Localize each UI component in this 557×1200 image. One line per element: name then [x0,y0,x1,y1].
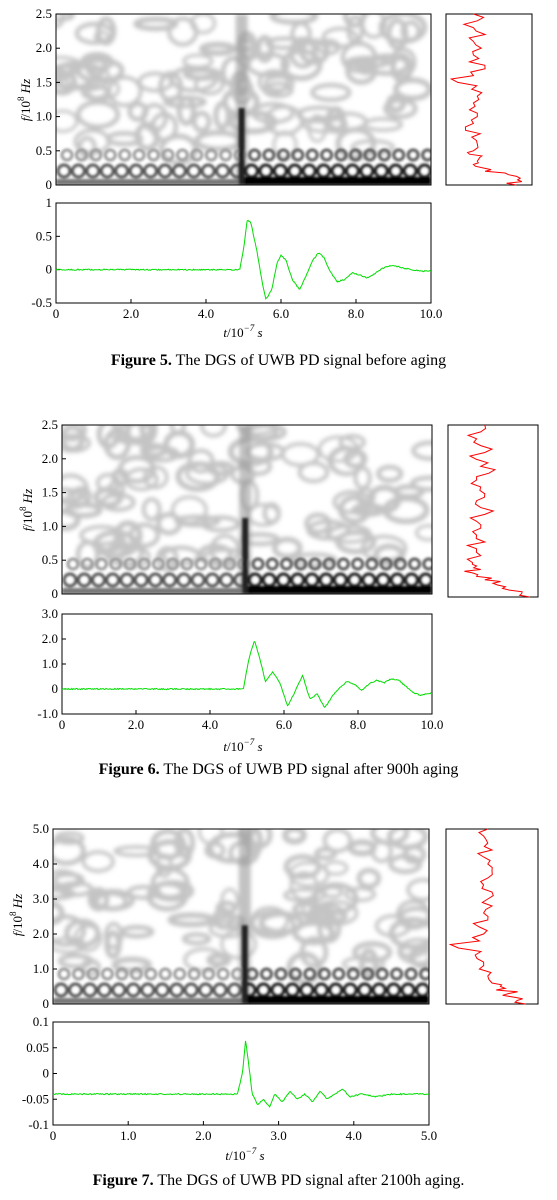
y-tick-label: -0.1 [28,1117,49,1132]
caption-text: The DGS of UWB PD signal before aging [175,352,447,369]
x-tick-label: 6.0 [273,306,289,321]
y-tick-label: 2.0 [42,451,58,466]
x-tick-label: 0 [59,717,66,732]
waveform-5: 0 2.0 4.0 6.0 8.0 10.0-0.500.51 t/10−7 s [31,195,442,340]
y-tick-label: 0 [43,1066,50,1081]
x-tick-label: 3.0 [270,1128,286,1143]
y-tick-label: 0 [46,262,53,277]
figure-7-caption: Figure 7. The DGS of UWB PD signal after… [0,1172,557,1190]
spectrogram-ylabel: f/108 Hz [18,489,35,531]
caption-label: Figure 6. [98,761,160,778]
x-tick-label: 4.0 [346,1128,362,1143]
x-tick-label: 2.0 [123,306,139,321]
waveform-xlabel: t/10−7 s [225,1146,264,1163]
y-tick-label: 1.0 [42,518,58,533]
x-tick-label: 0 [50,1128,57,1143]
y-tick-label: 0 [52,586,59,601]
y-tick-label: 2.5 [36,6,52,21]
marginal-spectrum-line [448,828,526,1005]
x-tick-label: 0 [53,306,60,321]
waveform-6: 0 2.0 4.0 6.0 8.0 10.0-1.001.02.03.0 t/10−7 s [37,606,443,754]
y-tick-label: 0.5 [36,143,52,158]
waveform-line [52,1040,430,1108]
y-tick-label: 0 [52,681,59,696]
y-tick-label: -0.5 [31,295,52,310]
y-tick-label: 3.0 [33,891,49,906]
y-tick-label: 2.0 [42,631,58,646]
y-tick-label: 0 [46,177,53,192]
spectrogram-6: 0 0.5 1.0 1.5 2.0 2.5 f/108 Hz [18,417,433,601]
waveform-7: 0 1.0 2.0 3.0 4.0 5.0 -0.1 -0.05 0 0.05 0.1 t/10−7… [22,1014,437,1163]
y-tick-label: -1.0 [37,706,58,721]
waveform-xlabel: t/10−7 s [223,737,262,754]
y-tick-label: 5.0 [33,821,49,836]
spectrogram-5: 0 0.5 1.0 1.5 2.0 2.5 f/108 Hz [16,6,432,192]
caption-label: Figure 7. [92,1172,154,1189]
spectrogram-7: 0 1.0 2.0 3.0 4.0 5.0 f/108 Hz [8,821,430,1011]
x-tick-label: 4.0 [198,306,214,321]
marginal-spectrum-line [464,424,530,598]
y-tick-label: 4.0 [33,856,49,871]
x-tick-label: 8.0 [350,717,366,732]
y-tick-label: 2.5 [42,417,58,432]
x-tick-label: 2.0 [128,717,144,732]
y-tick-label: 0.1 [33,1014,49,1029]
waveform-line [61,641,433,708]
y-tick-label: 0.05 [26,1040,49,1055]
marginal-spectrum-7 [445,828,539,1005]
y-tick-label: 1.5 [36,74,52,89]
y-tick-label: 1.0 [42,656,58,671]
y-tick-label: 0 [43,996,50,1011]
figure-7: 0 1.0 2.0 3.0 4.0 5.0 f/108 Hz 0 1.0 2.0 3.0 4.0 5… [8,821,539,1163]
x-tick-label: 10.0 [420,306,443,321]
figure-5: 0 0.5 1.0 1.5 2.0 2.5 f/108 Hz 0 2.0 4.0 6.0 8.0 1… [16,6,533,340]
x-tick-label: 4.0 [202,717,218,732]
x-tick-label: 6.0 [276,717,292,732]
y-tick-label: 2.0 [33,926,49,941]
y-tick-label: 1.0 [36,109,52,124]
waveform-line [55,219,432,300]
y-tick-label: 1.0 [33,961,49,976]
y-tick-label: 0.5 [42,552,58,567]
x-tick-label: 1.0 [120,1128,136,1143]
caption-label: Figure 5. [110,352,172,369]
caption-text: The DGS of UWB PD signal after 2100h agi… [157,1172,465,1189]
x-tick-label: 8.0 [348,306,364,321]
y-tick-label: 1 [46,195,53,210]
y-tick-label: 3.0 [42,606,58,621]
spectrogram-ylabel: f/108 Hz [8,894,25,936]
y-tick-label: 1.5 [42,485,58,500]
x-tick-label: 5.0 [421,1128,437,1143]
spectrogram-ylabel: f/108 Hz [16,79,33,121]
marginal-spectrum-5 [445,13,533,186]
waveform-xlabel: t/10−7 s [223,323,262,340]
y-tick-label: 2.0 [36,40,52,55]
marginal-spectrum-line [449,13,522,186]
marginal-spectrum-6 [447,424,539,598]
caption-text: The DGS of UWB PD signal after 900h agin… [163,761,459,778]
figure-6: 0 0.5 1.0 1.5 2.0 2.5 f/108 Hz 0 2.0 4.0 6.0 8.0 1… [18,417,539,754]
x-tick-label: 10.0 [421,717,444,732]
y-tick-label: -0.05 [22,1091,49,1106]
y-tick-label: 0.5 [36,228,52,243]
x-tick-label: 2.0 [195,1128,211,1143]
figure-5-caption: Figure 5. The DGS of UWB PD signal befor… [0,352,557,370]
figure-6-caption: Figure 6. The DGS of UWB PD signal after… [0,761,557,779]
